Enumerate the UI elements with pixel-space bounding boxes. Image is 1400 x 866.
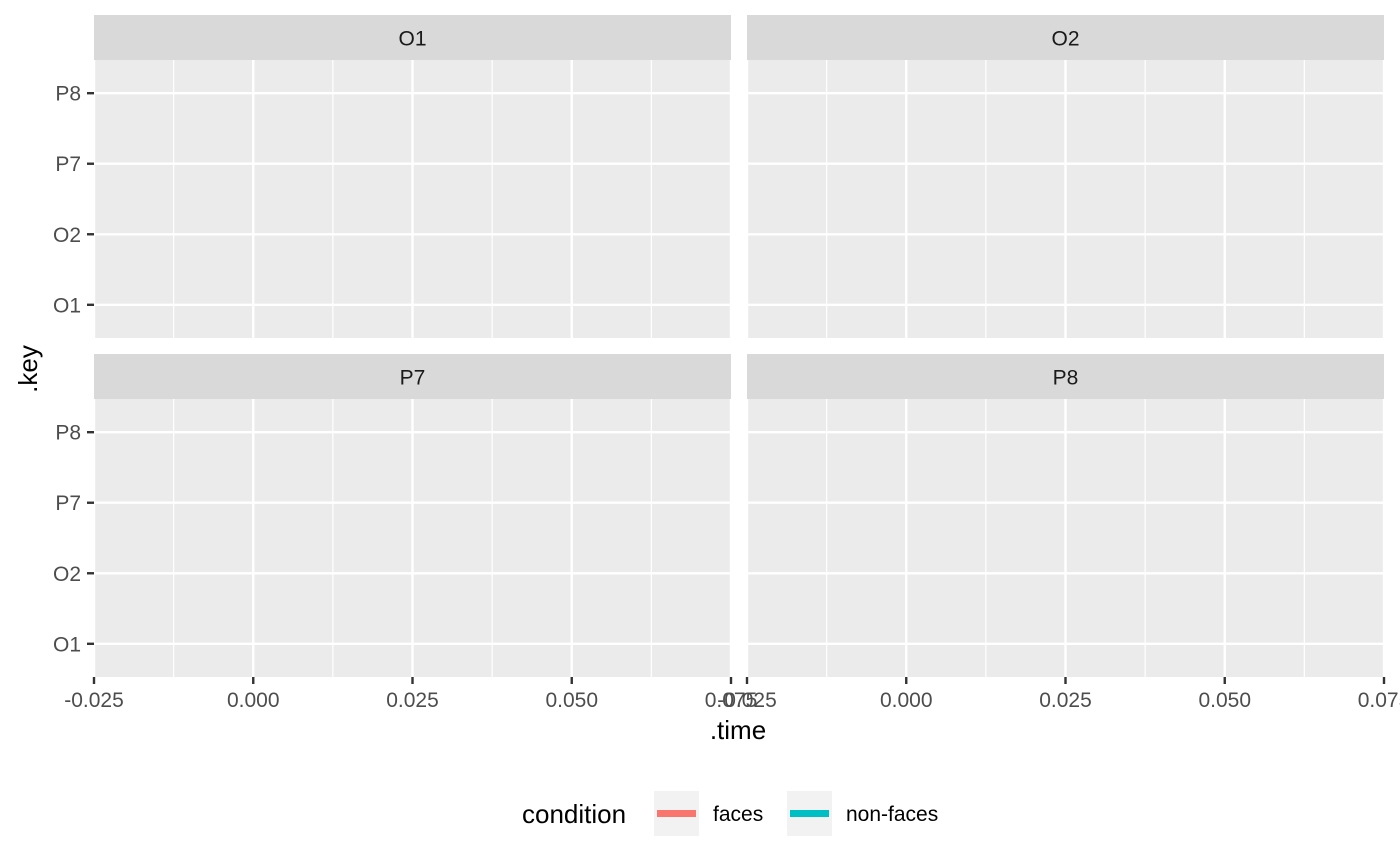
facet-panel-p8: P8 bbox=[745, 354, 1386, 677]
facet-strip-o1 bbox=[94, 15, 731, 60]
x-tick-label: 0.050 bbox=[545, 689, 598, 712]
facet-strip-p7 bbox=[94, 354, 731, 399]
x-tick-label: 0.000 bbox=[880, 689, 933, 712]
x-axis-title: .time bbox=[710, 715, 766, 745]
facet-panels: O1 O2 P7 P8 bbox=[92, 15, 1386, 677]
y-tick-label: P7 bbox=[55, 153, 81, 176]
x-tick-label: -0.025 bbox=[717, 689, 777, 712]
facet-title-p8: P8 bbox=[1053, 367, 1079, 390]
facet-strip-p8 bbox=[747, 354, 1384, 399]
facet-title-p7: P7 bbox=[400, 367, 426, 390]
y-tick-label: O2 bbox=[53, 224, 81, 247]
axes: O1 O2 P7 P8 O1 O2 P7 P8 -0.025 0.000 0.025 0.050 0.0… bbox=[53, 83, 1400, 712]
y-tick-label: O2 bbox=[53, 563, 81, 586]
x-tick-label: -0.025 bbox=[64, 689, 124, 712]
y-tick-label: O1 bbox=[53, 294, 81, 317]
x-tick-label: 0.075 bbox=[705, 689, 758, 712]
y-tick-label: P8 bbox=[55, 422, 81, 445]
y-tick-label: O1 bbox=[53, 633, 81, 656]
x-tick-label: 0.000 bbox=[227, 689, 280, 712]
y-tick-label: P8 bbox=[55, 83, 81, 106]
facet-panel-o2: O2 bbox=[745, 15, 1386, 338]
y-axis-title: .key bbox=[13, 345, 43, 393]
x-tick-label: 0.025 bbox=[1039, 689, 1092, 712]
y-tick-label: P7 bbox=[55, 492, 81, 515]
x-tick-label: 0.025 bbox=[386, 689, 439, 712]
facet-title-o2: O2 bbox=[1051, 28, 1079, 51]
legend-label-non-faces: non-faces bbox=[846, 803, 938, 826]
legend: condition faces non-faces bbox=[522, 791, 938, 836]
x-tick-label: 0.050 bbox=[1198, 689, 1251, 712]
x-tick-label: 0.075 bbox=[1358, 689, 1400, 712]
legend-label-faces: faces bbox=[713, 803, 763, 826]
facet-title-o1: O1 bbox=[398, 28, 426, 51]
facet-panel-p7: P7 bbox=[92, 354, 733, 677]
facet-panel-o1: O1 bbox=[92, 15, 733, 338]
facet-strip-o2 bbox=[747, 15, 1384, 60]
legend-title: condition bbox=[522, 799, 626, 829]
